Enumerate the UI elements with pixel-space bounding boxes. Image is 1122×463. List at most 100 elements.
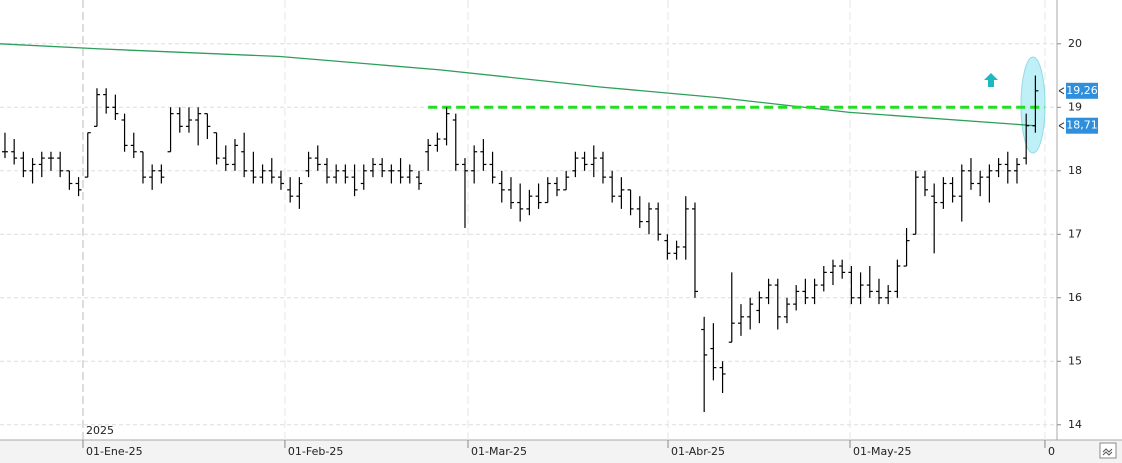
ohlc-bar [461, 158, 468, 228]
ohlc-bar [949, 177, 956, 203]
ohlc-bar [967, 158, 974, 190]
y-tick-label: 15 [1068, 354, 1082, 367]
scale-icon [1102, 448, 1113, 456]
ohlc-bar [857, 272, 864, 305]
ohlc-bar [314, 145, 321, 171]
ohlc-bar [820, 266, 827, 292]
ohlc-bar [774, 278, 781, 330]
ohlc-bar [737, 304, 744, 336]
ohlc-bar [75, 177, 82, 197]
ohlc-bar [885, 285, 892, 305]
ohlc-bar [397, 158, 404, 184]
ohlc-bar [93, 88, 100, 127]
ohlc-bar [995, 158, 1002, 178]
ohlc-bar [489, 151, 496, 184]
ohlc-bar [645, 202, 652, 235]
ohlc-bar [425, 139, 432, 171]
ohlc-bar [581, 151, 588, 171]
ohlc-bar [627, 189, 634, 216]
ohlc-bar [793, 285, 800, 311]
ohlc-bar [747, 297, 754, 330]
y-tick-label: 20 [1068, 37, 1082, 50]
ohlc-bar [719, 361, 726, 394]
ohlc-bar [875, 278, 882, 305]
ohlc-bar [471, 145, 478, 184]
ohlc-bar [498, 170, 505, 203]
ohlc-bar [673, 240, 680, 260]
ohlc-bar [544, 177, 551, 204]
year-label: 2025 [86, 424, 114, 437]
ohlc-bar [866, 266, 873, 298]
ohlc-bar [636, 196, 643, 228]
ohlc-bar [388, 164, 395, 184]
ohlc-bar [811, 278, 818, 305]
ohlc-bar [84, 132, 91, 178]
ohlc-bar [167, 107, 174, 153]
ohlc-bar [47, 151, 54, 171]
x-tick-label: 01-Feb-25 [288, 445, 343, 458]
y-tick-label: 14 [1068, 418, 1082, 431]
ohlc-bar [66, 170, 73, 190]
ohlc-bar [103, 88, 110, 114]
ohlc-bar [406, 164, 413, 184]
y-tick-label: 17 [1068, 227, 1082, 240]
ohlc-bar [1004, 151, 1011, 184]
ohlc-bar [268, 158, 275, 184]
price-label-box [1066, 82, 1098, 99]
y-tick-label: 19 [1068, 100, 1082, 113]
price-label: 18,71 [1066, 119, 1098, 132]
ohlc-bar [20, 151, 27, 178]
ohlc-bar [139, 151, 146, 184]
ohlc-bar [112, 94, 119, 120]
ohlc-bar [379, 158, 386, 178]
ohlc-bar [29, 158, 36, 184]
ohlc-bar [287, 177, 294, 203]
ohlc-bar [121, 113, 128, 152]
ohlc-bar [691, 202, 698, 298]
ohlc-bar [259, 164, 266, 184]
ohlc-bar [434, 132, 441, 152]
ohlc-bar [756, 291, 763, 324]
ohlc-bar [333, 164, 340, 184]
x-tick-label: 0 [1048, 445, 1055, 458]
ohlc-bar [783, 297, 790, 324]
ohlc-bar [977, 170, 984, 197]
ohlc-bar [655, 202, 662, 241]
ohlc-bar [940, 177, 947, 209]
ohlc-bar [986, 164, 993, 203]
ohlc-bar [903, 227, 910, 267]
ohlc-bar [57, 151, 64, 178]
ohlc-bar [802, 278, 809, 305]
ohlc-bar [342, 164, 349, 184]
ohlc-bar [535, 183, 542, 209]
ohlc-bar [351, 164, 358, 197]
ohlc-bar [176, 107, 183, 133]
ohlc-bar [11, 139, 18, 165]
ohlc-bar [185, 107, 192, 133]
ohlc-bar [38, 151, 45, 178]
ohlc-bar [1013, 158, 1020, 184]
ohlc-bar [958, 164, 965, 222]
ohlc-bar [323, 158, 330, 184]
ohlc-bar [213, 132, 220, 165]
ohlc-bar [848, 266, 855, 305]
ohlc-bar [204, 113, 211, 140]
ohlc-bar [1023, 113, 1030, 165]
ohlc-bar [553, 177, 560, 197]
ohlc-bar [921, 170, 928, 197]
ohlc-bar [1, 132, 8, 159]
y-tick-label: 16 [1068, 291, 1082, 304]
ohlc-bar [599, 151, 606, 184]
ohlc-bar [195, 107, 202, 146]
price-label-pointer [1058, 122, 1065, 130]
ohlc-bar [241, 132, 248, 178]
price-label-box [1066, 117, 1098, 134]
ohlc-bar [609, 170, 616, 203]
ohlc-bar [158, 164, 165, 184]
ohlc-bar [765, 278, 772, 305]
ohlc-bar [618, 177, 625, 209]
ohlc-bar [710, 323, 717, 381]
ohlc-bar [931, 183, 938, 254]
x-tick-label: 01-Ene-25 [86, 445, 143, 458]
